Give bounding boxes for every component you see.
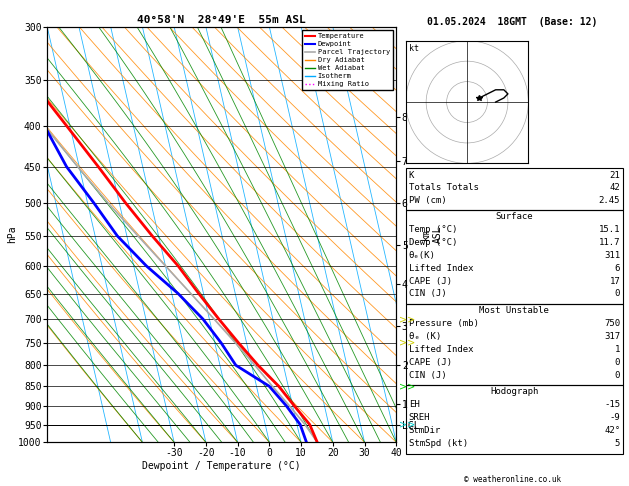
Text: CIN (J): CIN (J) bbox=[409, 290, 447, 298]
Text: Temp (°C): Temp (°C) bbox=[409, 225, 457, 234]
Text: 01.05.2024  18GMT  (Base: 12): 01.05.2024 18GMT (Base: 12) bbox=[428, 17, 598, 27]
Text: EH: EH bbox=[409, 400, 420, 409]
Text: 750: 750 bbox=[604, 319, 620, 328]
Text: 11.7: 11.7 bbox=[599, 238, 620, 247]
Text: kt: kt bbox=[409, 44, 420, 53]
Text: 15.1: 15.1 bbox=[599, 225, 620, 234]
Text: CIN (J): CIN (J) bbox=[409, 371, 447, 380]
Text: 42°: 42° bbox=[604, 426, 620, 435]
Text: 6: 6 bbox=[615, 263, 620, 273]
Text: 2.45: 2.45 bbox=[599, 196, 620, 206]
Text: Surface: Surface bbox=[496, 212, 533, 221]
Text: >>: >> bbox=[399, 314, 416, 324]
Text: -9: -9 bbox=[610, 413, 620, 422]
Text: 0: 0 bbox=[615, 371, 620, 380]
Text: Hodograph: Hodograph bbox=[490, 387, 538, 397]
Text: 21: 21 bbox=[610, 171, 620, 180]
Text: 1: 1 bbox=[615, 345, 620, 354]
Text: 17: 17 bbox=[610, 277, 620, 286]
Text: Lifted Index: Lifted Index bbox=[409, 345, 474, 354]
Text: CAPE (J): CAPE (J) bbox=[409, 277, 452, 286]
Text: >>: >> bbox=[399, 338, 416, 348]
Text: >>: >> bbox=[399, 381, 416, 391]
Text: 311: 311 bbox=[604, 251, 620, 260]
Text: Dewp (°C): Dewp (°C) bbox=[409, 238, 457, 247]
Title: 40°58'N  28°49'E  55m ASL: 40°58'N 28°49'E 55m ASL bbox=[137, 15, 306, 25]
Text: -15: -15 bbox=[604, 400, 620, 409]
Text: Most Unstable: Most Unstable bbox=[479, 306, 549, 315]
Text: 42: 42 bbox=[610, 183, 620, 192]
Text: >>: >> bbox=[399, 419, 416, 430]
Text: 5: 5 bbox=[615, 439, 620, 448]
Text: StmDir: StmDir bbox=[409, 426, 441, 435]
Text: K: K bbox=[409, 171, 415, 180]
Text: Totals Totals: Totals Totals bbox=[409, 183, 479, 192]
Legend: Temperature, Dewpoint, Parcel Trajectory, Dry Adiabat, Wet Adiabat, Isotherm, Mi: Temperature, Dewpoint, Parcel Trajectory… bbox=[302, 30, 392, 90]
Text: 0: 0 bbox=[615, 290, 620, 298]
Text: SREH: SREH bbox=[409, 413, 430, 422]
Text: © weatheronline.co.uk: © weatheronline.co.uk bbox=[464, 474, 561, 484]
X-axis label: Dewpoint / Temperature (°C): Dewpoint / Temperature (°C) bbox=[142, 461, 301, 470]
Text: θₑ (K): θₑ (K) bbox=[409, 332, 441, 341]
Text: StmSpd (kt): StmSpd (kt) bbox=[409, 439, 468, 448]
Text: 317: 317 bbox=[604, 332, 620, 341]
Text: PW (cm): PW (cm) bbox=[409, 196, 447, 206]
Text: θₑ(K): θₑ(K) bbox=[409, 251, 436, 260]
Y-axis label: hPa: hPa bbox=[7, 226, 17, 243]
Text: Pressure (mb): Pressure (mb) bbox=[409, 319, 479, 328]
Y-axis label: km
ASL: km ASL bbox=[421, 226, 442, 243]
Text: Lifted Index: Lifted Index bbox=[409, 263, 474, 273]
Text: 0: 0 bbox=[615, 358, 620, 367]
Text: CAPE (J): CAPE (J) bbox=[409, 358, 452, 367]
